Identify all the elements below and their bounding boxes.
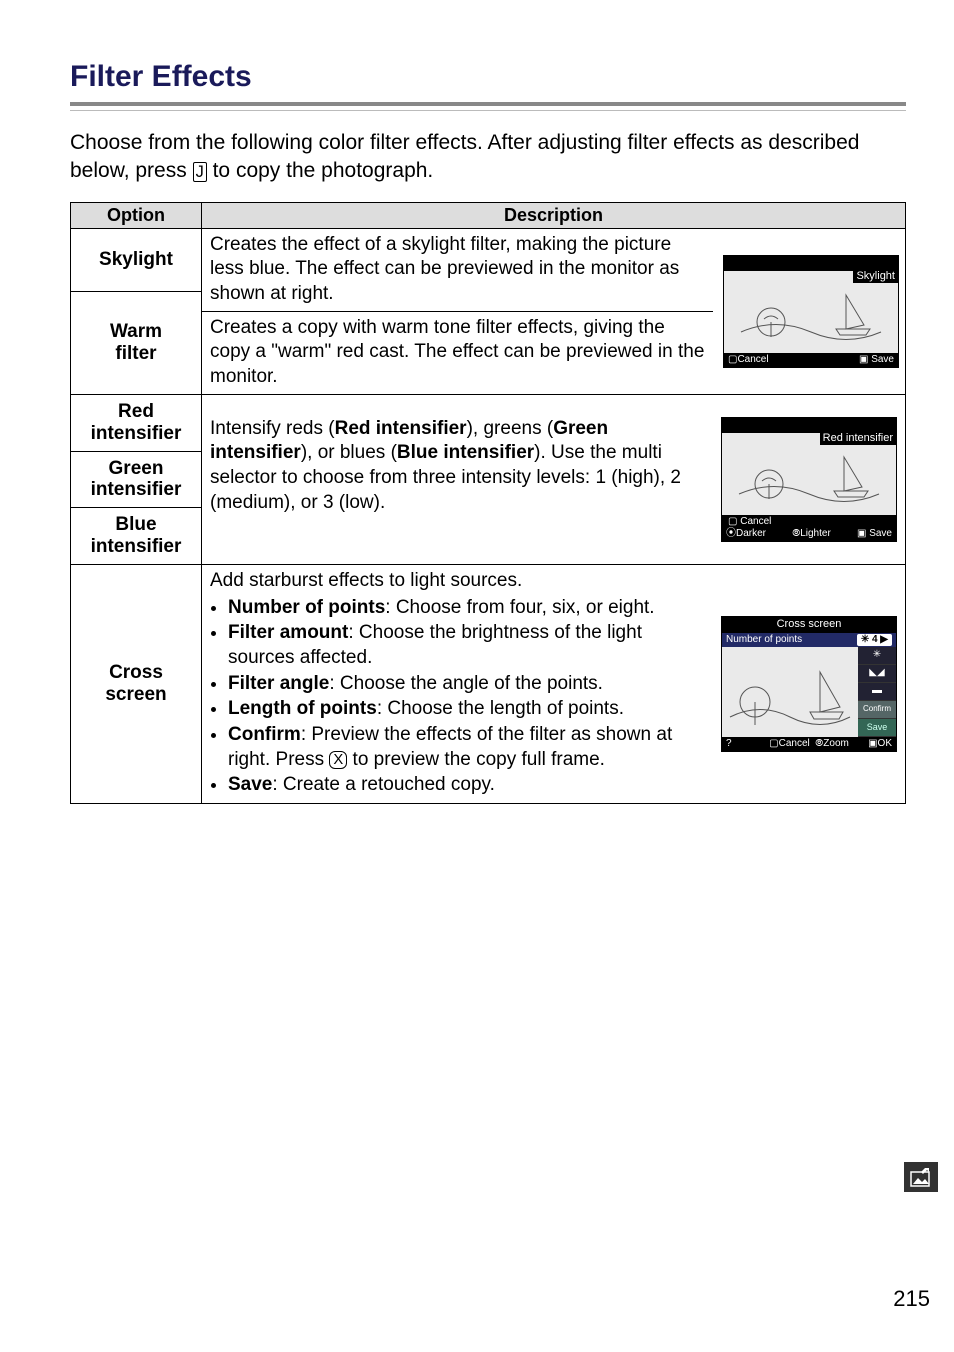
preview-intensifier: Red intensifier xyxy=(721,417,897,542)
opt-red-a: Red xyxy=(118,401,154,422)
sailboat-sketch-icon xyxy=(722,647,858,737)
li-save-text: : Create a retouched copy. xyxy=(272,774,495,795)
cross-side-r1: ✳ xyxy=(858,647,896,665)
cross-item-confirm: Confirm: Preview the effects of the filt… xyxy=(228,723,711,772)
li-confirm-label: Confirm xyxy=(228,724,301,745)
intro-text-a: Choose from the following color filter e… xyxy=(70,131,859,182)
opt-red-b: intensifier xyxy=(91,423,182,444)
cross-subhead: Number of points xyxy=(726,634,802,646)
filter-effects-table: Option Description Skylight Creates the … xyxy=(70,202,906,804)
desc-warm: Creates a copy with warm tone filter eff… xyxy=(202,312,713,394)
int-b: Red intensifier xyxy=(335,418,467,439)
li-length-text: : Choose the length of points. xyxy=(377,698,624,719)
cross-item-points: Number of points: Choose from four, six,… xyxy=(228,596,711,621)
cross-side-r5: Save xyxy=(858,719,896,737)
cross-item-length: Length of points: Choose the length of p… xyxy=(228,697,711,722)
opt-red-intensifier: Red intensifier xyxy=(71,394,202,451)
zoom-icon: X xyxy=(329,751,347,769)
cross-foot-ok: ▣OK xyxy=(849,738,892,750)
cross-item-amount: Filter amount: Choose the brightness of … xyxy=(228,621,711,670)
desc-intensifier: Intensify reds (Red intensifier), greens… xyxy=(210,417,711,542)
cross-foot-cancel: ▢Cancel xyxy=(769,738,810,749)
cross-foot-zoom: ⦾Zoom xyxy=(815,738,849,749)
int-e: ), or blues ( xyxy=(301,442,397,463)
opt-warm-filter: Warm filter xyxy=(71,291,202,394)
li-points-text: : Choose from four, six, or eight. xyxy=(385,597,654,618)
desc-skylight: Creates the effect of a skylight filter,… xyxy=(202,229,713,312)
opt-warm-a: Warm xyxy=(110,321,162,342)
li-angle-text: : Choose the angle of the points. xyxy=(329,673,603,694)
col-header-description: Description xyxy=(202,202,906,228)
page-number: 215 xyxy=(893,1286,930,1312)
opt-warm-b: filter xyxy=(115,343,156,364)
section-title: Filter Effects xyxy=(70,60,906,94)
sailboat-sketch-icon xyxy=(736,277,886,347)
li-confirm-text-b: to preview the copy full frame. xyxy=(347,749,605,770)
opt-blue-intensifier: Blue intensifier xyxy=(71,508,202,565)
cross-foot-help: ? xyxy=(726,738,769,750)
int-f: Blue intensifier xyxy=(397,442,534,463)
li-save-label: Save xyxy=(228,774,272,795)
thumb-cancel: ▢Cancel xyxy=(728,354,769,366)
preview-cross-screen: Cross screen Number of points ✳ 4 ▶ xyxy=(721,569,897,799)
li-points-label: Number of points xyxy=(228,597,385,618)
intro-text-b: to copy the photograph. xyxy=(207,159,434,182)
retouch-menu-icon xyxy=(904,1162,938,1192)
cross-side-r3: ▬ xyxy=(858,683,896,701)
li-amount-label: Filter amount xyxy=(228,622,348,643)
thumb-head-spacer2 xyxy=(722,418,896,433)
opt-blue-a: Blue xyxy=(115,514,156,535)
desc-cross-screen: Add starburst effects to light sources. … xyxy=(210,569,711,799)
opt-blue-b: intensifier xyxy=(91,536,182,557)
opt-cross-screen: Cross screen xyxy=(71,564,202,803)
cross-lead: Add starburst effects to light sources. xyxy=(210,570,522,591)
title-rule xyxy=(70,102,906,111)
opt-cross-a: Cross xyxy=(109,662,163,683)
opt-green-intensifier: Green intensifier xyxy=(71,451,202,508)
opt-green-b: intensifier xyxy=(91,479,182,500)
cross-head: Cross screen xyxy=(722,617,896,632)
cross-item-save: Save: Create a retouched copy. xyxy=(228,773,711,798)
preview-skylight-warm: Skylight xyxy=(723,229,905,394)
col-header-option: Option xyxy=(71,202,202,228)
opt-green-a: Green xyxy=(109,458,164,479)
opt-skylight: Skylight xyxy=(71,228,202,291)
cross-pill: ✳ 4 ▶ xyxy=(857,634,892,646)
thumb-save: ▣ Save xyxy=(859,354,894,366)
thumb-int-lighter: ⦾Lighter xyxy=(792,528,831,540)
thumb-head-spacer xyxy=(724,256,898,271)
thumb-int-cancel: ▢ Cancel xyxy=(728,516,771,527)
int-a: Intensify reds ( xyxy=(210,418,335,439)
int-c: ), greens ( xyxy=(467,418,554,439)
cross-side-panel: ✳ ◣◢ ▬ Confirm Save xyxy=(858,647,896,737)
ok-icon: J xyxy=(193,162,207,182)
cross-side-r4: Confirm xyxy=(858,701,896,719)
thumb-int-darker: ⦿Darker xyxy=(726,528,766,540)
li-length-label: Length of points xyxy=(228,698,377,719)
li-angle-label: Filter angle xyxy=(228,673,329,694)
cross-side-r2: ◣◢ xyxy=(858,665,896,683)
opt-cross-b: screen xyxy=(105,684,166,705)
intro-paragraph: Choose from the following color filter e… xyxy=(70,129,906,186)
thumb-int-save: ▣ Save xyxy=(857,528,892,540)
cross-item-angle: Filter angle: Choose the angle of the po… xyxy=(228,672,711,697)
sailboat-sketch-icon xyxy=(734,439,884,509)
